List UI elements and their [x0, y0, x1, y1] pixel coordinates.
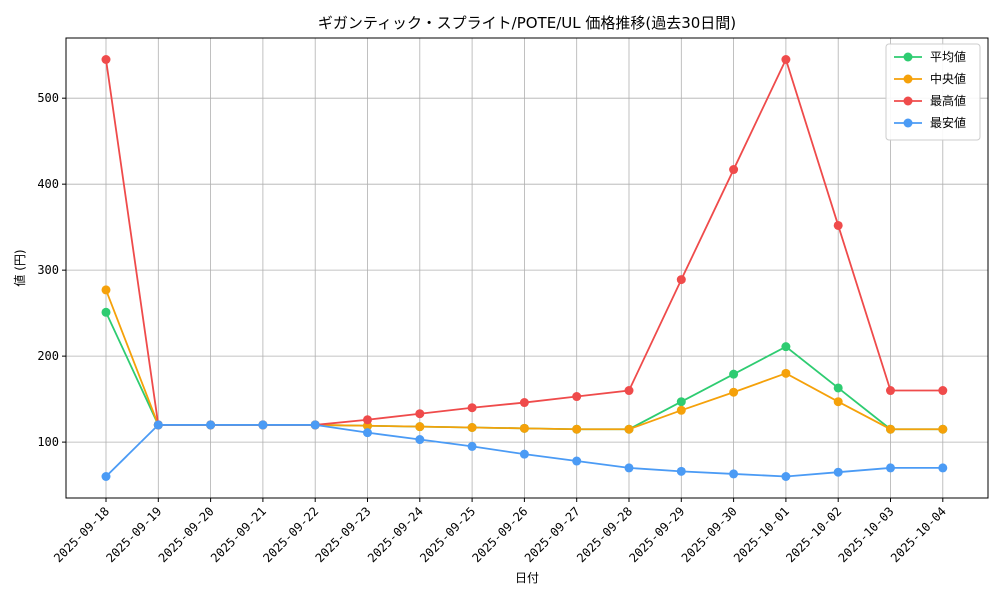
data-point: [729, 165, 739, 175]
legend-frame: [885, 43, 981, 141]
series-3: [101, 420, 948, 482]
x-tick-label: 2025-10-04: [888, 504, 949, 565]
data-point: [886, 424, 895, 434]
data-point: [781, 472, 791, 482]
data-point: [729, 369, 739, 379]
y-axis-ticks: 100 200 300 400 500: [37, 91, 66, 449]
legend-swatch-marker: [903, 118, 913, 128]
legend-item: 中央値: [894, 71, 966, 86]
x-axis-ticks: 2025-09-182025-09-192025-09-202025-09-21…: [51, 498, 949, 565]
legend-swatch-marker: [903, 96, 913, 106]
data-point: [624, 386, 634, 396]
data-point: [519, 398, 529, 408]
data-point: [624, 424, 634, 434]
data-point: [676, 466, 686, 476]
plot-frame: [65, 37, 989, 499]
data-point: [153, 420, 163, 430]
data-point: [258, 420, 268, 430]
data-point: [519, 423, 529, 433]
legend-swatch-marker: [903, 74, 913, 84]
data-point: [833, 220, 843, 230]
data-point: [729, 469, 739, 479]
data-point: [101, 285, 111, 295]
y-tick-label: 300: [37, 263, 59, 277]
data-point: [833, 467, 843, 477]
legend-item: 平均値: [894, 49, 966, 64]
data-point: [833, 383, 843, 393]
data-point: [101, 307, 111, 317]
data-point: [938, 424, 948, 434]
data-point: [519, 449, 529, 459]
data-point: [572, 392, 582, 402]
legend-label: 中央値: [930, 71, 966, 86]
chart-title: ギガンティック・スプライト/POTE/UL 価格推移(過去30日間): [318, 14, 736, 32]
data-point: [833, 397, 843, 407]
data-point: [781, 368, 791, 378]
data-point: [676, 397, 686, 407]
data-point: [886, 386, 895, 396]
series-layer: [101, 54, 948, 482]
data-point: [415, 422, 425, 432]
legend-item: 最安値: [894, 115, 966, 130]
legend-label: 最安値: [930, 115, 966, 130]
y-tick-label: 500: [37, 91, 59, 105]
data-point: [206, 420, 216, 430]
data-point: [467, 422, 477, 432]
data-point: [938, 463, 948, 473]
grid-lines: [66, 38, 988, 498]
legend-label: 最高値: [930, 93, 966, 108]
data-point: [676, 275, 686, 285]
data-point: [101, 54, 111, 64]
data-point: [415, 435, 425, 445]
data-point: [938, 386, 948, 396]
data-point: [676, 405, 686, 415]
data-point: [415, 409, 425, 419]
legend-item: 最高値: [894, 93, 966, 108]
data-point: [781, 342, 791, 352]
legend-swatch-marker: [903, 52, 913, 62]
x-axis-title: 日付: [515, 571, 539, 585]
data-point: [467, 441, 477, 451]
data-point: [363, 428, 372, 438]
y-tick-label: 200: [37, 349, 59, 363]
y-tick-label: 400: [37, 177, 59, 191]
y-tick-label: 100: [37, 435, 59, 449]
data-point: [624, 463, 634, 473]
data-point: [572, 424, 582, 434]
y-axis-title: 値 (円): [12, 249, 27, 286]
data-point: [467, 403, 477, 413]
data-point: [363, 415, 372, 425]
data-point: [310, 420, 320, 430]
data-point: [729, 387, 739, 397]
data-point: [101, 472, 111, 482]
data-point: [781, 54, 791, 64]
data-point: [886, 463, 895, 473]
data-point: [572, 456, 582, 466]
legend-label: 平均値: [930, 49, 966, 64]
